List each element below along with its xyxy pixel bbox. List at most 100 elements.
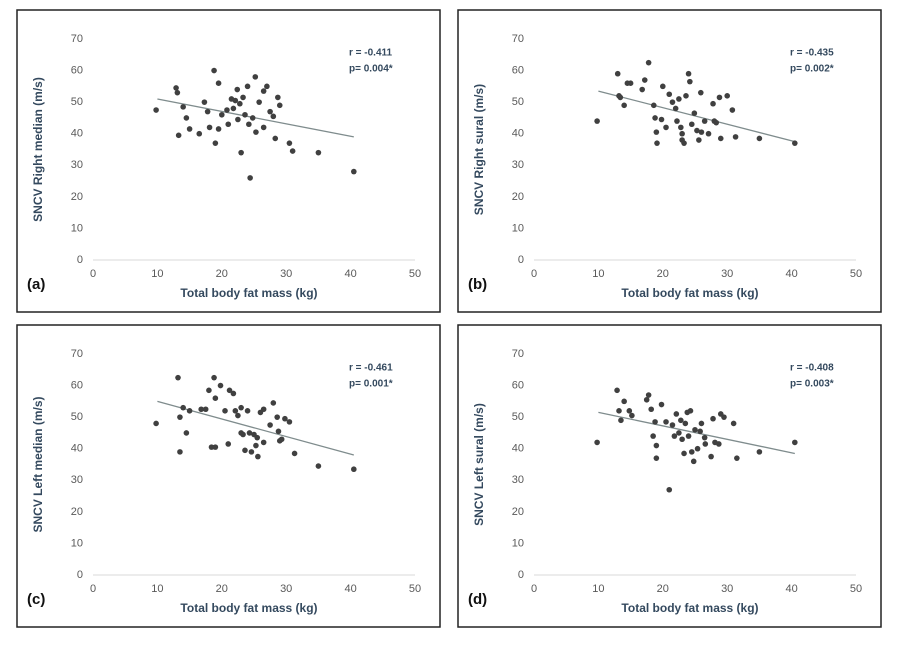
data-point — [249, 115, 256, 121]
data-point — [286, 419, 293, 425]
data-point — [246, 121, 252, 128]
data-point — [645, 59, 652, 66]
data-point — [226, 387, 233, 394]
panel-frame — [457, 9, 882, 313]
x-tick-label: 10 — [592, 268, 604, 280]
data-point — [618, 417, 624, 424]
data-point — [252, 74, 259, 80]
data-point — [698, 129, 705, 135]
data-point — [183, 115, 190, 121]
data-point — [694, 127, 700, 134]
data-point — [671, 433, 678, 439]
x-tick-label: 30 — [721, 268, 733, 280]
y-axis-title: SNCV Right median (m/s) — [31, 77, 45, 222]
annotation: p= 0.001* — [349, 379, 393, 390]
data-point — [701, 434, 708, 441]
data-point — [792, 140, 798, 146]
data-point — [594, 118, 600, 124]
annotation: r = -0.411 — [349, 48, 393, 59]
x-tick-label: 30 — [721, 583, 733, 595]
data-point — [756, 135, 763, 142]
data-point — [270, 400, 277, 406]
data-point — [237, 100, 243, 107]
data-point — [248, 449, 255, 455]
data-point — [235, 412, 241, 419]
data-point — [183, 430, 190, 436]
data-point — [196, 130, 203, 137]
data-point — [710, 100, 716, 107]
data-point — [291, 450, 298, 457]
data-point — [690, 458, 697, 465]
data-point — [235, 116, 241, 123]
data-point — [174, 89, 181, 96]
data-point — [230, 105, 237, 112]
data-point — [270, 113, 277, 120]
data-point — [212, 444, 219, 450]
x-tick-label: 30 — [280, 268, 292, 280]
data-point — [202, 406, 209, 413]
data-point — [701, 118, 708, 124]
data-point — [260, 439, 267, 446]
data-point — [614, 387, 620, 394]
data-point — [180, 104, 186, 110]
x-tick-label: 10 — [151, 583, 163, 595]
data-point — [289, 148, 296, 154]
data-point — [654, 140, 660, 146]
x-tick-label: 50 — [850, 268, 862, 280]
y-tick-label: 40 — [71, 128, 83, 140]
data-point — [679, 130, 685, 137]
data-point — [641, 77, 648, 83]
x-tick-label: 0 — [531, 268, 537, 280]
data-point — [616, 408, 622, 414]
data-point — [201, 99, 208, 105]
data-point — [260, 406, 267, 413]
data-point — [650, 102, 657, 109]
x-tick-label: 40 — [344, 268, 356, 280]
data-point — [734, 455, 740, 461]
y-tick-label: 70 — [512, 348, 524, 360]
data-point — [708, 453, 714, 460]
y-tick-label: 50 — [71, 96, 83, 108]
annotation: p= 0.002* — [790, 64, 834, 75]
data-point — [254, 434, 261, 441]
y-axis-title: SNCV Left median (m/s) — [31, 396, 45, 532]
data-point — [658, 116, 665, 123]
y-tick-label: 40 — [512, 128, 524, 140]
data-point — [315, 463, 322, 469]
data-point — [232, 97, 239, 104]
data-point — [244, 83, 251, 90]
data-point — [274, 414, 280, 420]
data-point — [685, 433, 692, 439]
y-axis-title: SNCV Right sural (m/s) — [472, 84, 486, 215]
x-tick-label: 50 — [409, 268, 421, 280]
data-point — [224, 107, 230, 113]
data-point — [267, 422, 273, 428]
data-point — [173, 85, 179, 91]
data-point — [240, 431, 246, 438]
data-point — [247, 175, 253, 181]
y-tick-label: 10 — [71, 537, 83, 549]
data-point — [351, 466, 357, 473]
y-tick-label: 40 — [512, 443, 524, 455]
data-point — [666, 486, 673, 493]
x-tick-label: 20 — [657, 268, 669, 280]
data-point — [626, 408, 633, 414]
data-point — [643, 396, 650, 403]
x-tick-label: 20 — [216, 268, 228, 280]
x-axis-title: Total body fat mass (kg) — [621, 286, 758, 300]
data-point — [238, 404, 244, 411]
data-point — [678, 417, 684, 424]
data-point — [756, 449, 763, 455]
y-tick-label: 0 — [77, 569, 83, 581]
data-point — [724, 93, 730, 99]
data-point — [264, 83, 270, 90]
data-point — [681, 140, 687, 146]
panel-label: (b) — [468, 276, 487, 293]
y-tick-label: 20 — [71, 191, 83, 203]
x-axis-title: Total body fat mass (kg) — [180, 601, 317, 615]
data-point — [594, 439, 600, 446]
data-point — [253, 442, 259, 449]
data-point — [260, 88, 267, 94]
data-point — [286, 140, 293, 146]
